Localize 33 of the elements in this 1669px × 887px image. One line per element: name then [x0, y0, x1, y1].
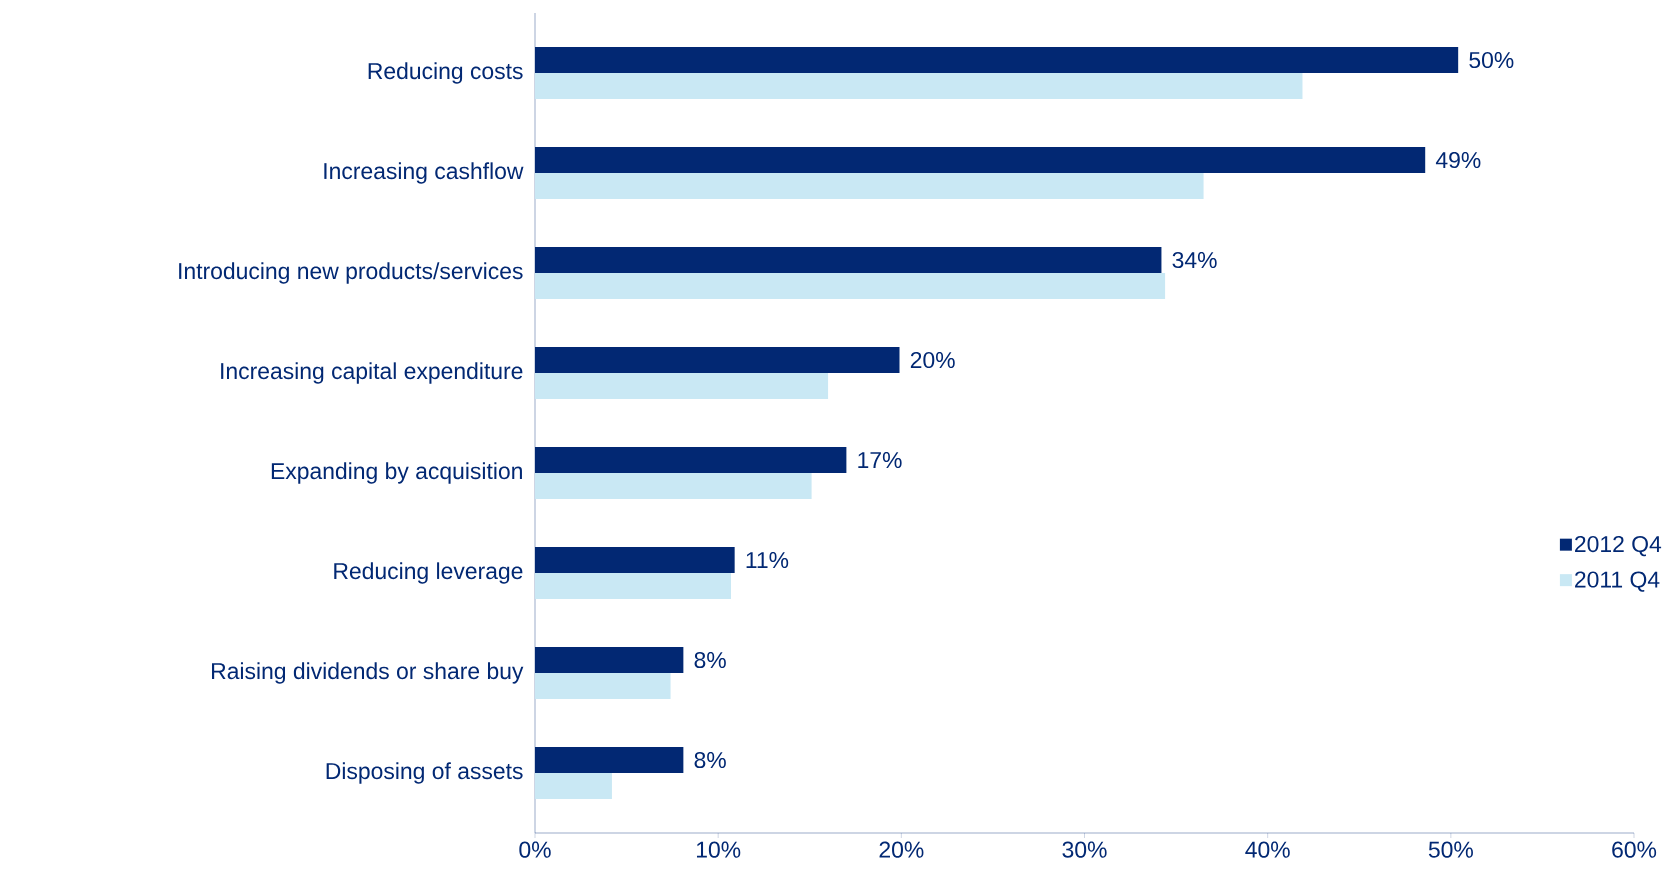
- y-tick-label: Raising dividends or share buy: [212, 662, 524, 684]
- bar: [535, 773, 612, 800]
- bar: [535, 473, 812, 500]
- y-tick-label: Reducing costs: [368, 62, 523, 84]
- data-label: 20%: [910, 351, 955, 369]
- bar: [535, 373, 829, 400]
- bar: [535, 73, 1303, 100]
- y-tick-label: Expanding by acquisition: [271, 462, 522, 484]
- y-tick-label: Reducing leverage: [334, 562, 523, 584]
- x-tick-label: 20%: [879, 841, 924, 858]
- bar: [535, 673, 671, 700]
- y-tick-label: Increasing capital expenditure: [221, 362, 523, 384]
- bar: [535, 173, 1204, 200]
- y-tick-label: Increasing cashflow: [324, 162, 524, 184]
- y-tick-label: Disposing of assets: [326, 762, 523, 784]
- x-tick-label: 40%: [1245, 841, 1290, 858]
- legend-label: 2011 Q4: [1575, 571, 1660, 592]
- x-tick-label: 30%: [1062, 841, 1107, 858]
- data-label: 17%: [858, 451, 902, 469]
- data-label: 8%: [694, 751, 726, 769]
- x-tick-label: 0%: [519, 841, 551, 858]
- bar: [535, 273, 1166, 300]
- bar: [535, 573, 731, 600]
- data-label: 11%: [746, 551, 789, 569]
- x-tick-label: 60%: [1612, 841, 1657, 858]
- data-label: 49%: [1435, 151, 1481, 169]
- data-label: 8%: [694, 651, 726, 669]
- y-tick-label: Introducing new products/services: [179, 262, 523, 284]
- legend-label: 2012 Q4: [1575, 535, 1662, 557]
- x-tick-label: 10%: [696, 841, 741, 858]
- data-label: 50%: [1469, 51, 1514, 69]
- data-label: 34%: [1172, 251, 1217, 269]
- x-tick-label: 50%: [1428, 841, 1473, 858]
